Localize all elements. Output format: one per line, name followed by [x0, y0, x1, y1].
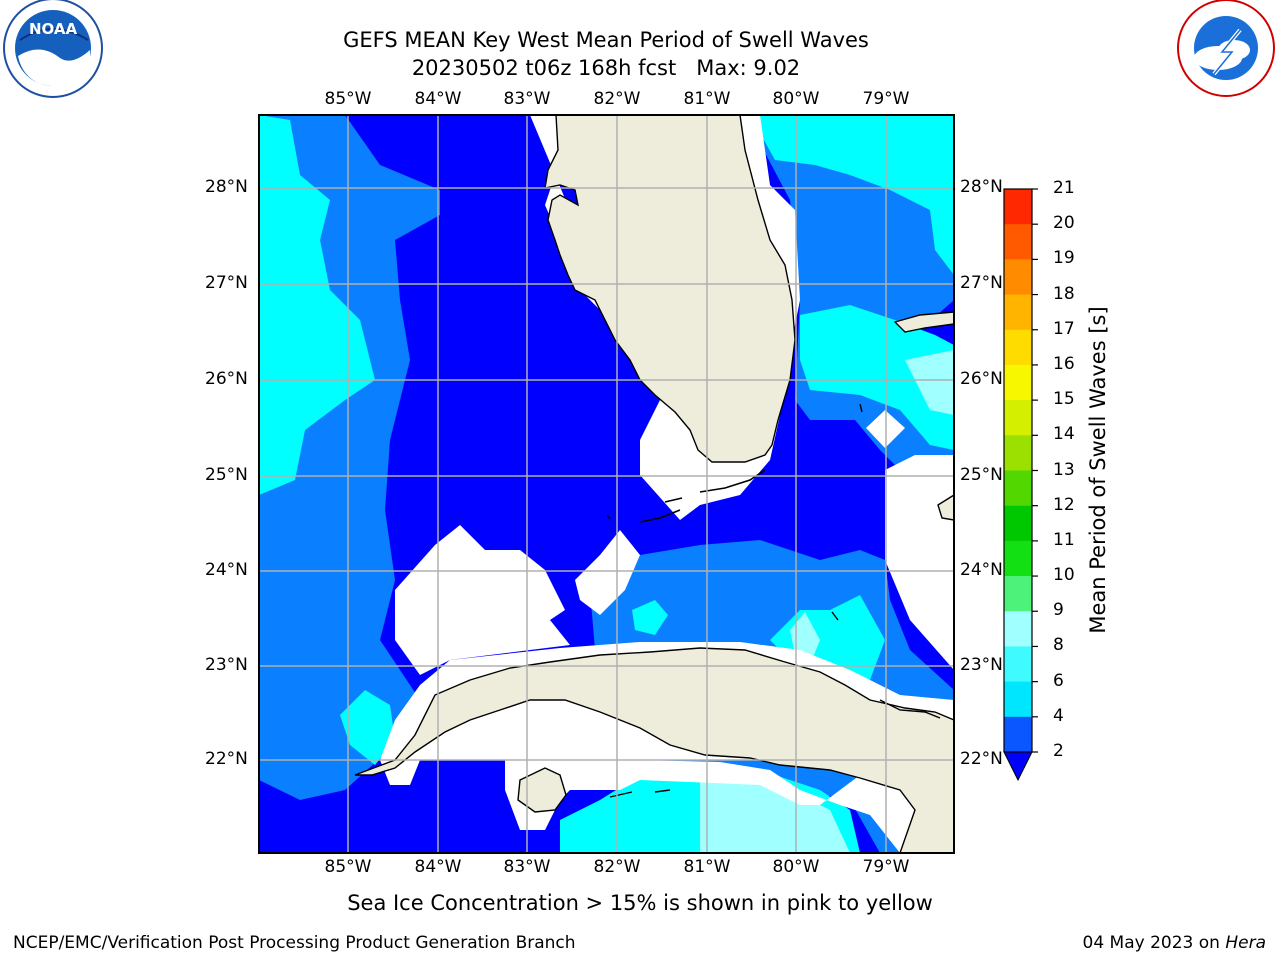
masked-bahamas: [885, 455, 954, 670]
band-6-8-east: [750, 115, 954, 275]
colorbar: [1003, 188, 1038, 782]
colorbar-segment: [1004, 611, 1032, 647]
colorbar-segment: [1004, 470, 1032, 507]
land-isla-juventud: [517, 767, 567, 813]
footer-date: 04 May 2023 on Hera: [1083, 933, 1267, 953]
band-8-9-south: [700, 775, 850, 853]
colorbar-tick-label: 12: [1053, 494, 1075, 515]
colorbar-segment: [1004, 329, 1032, 366]
colorbar-tick-label: 6: [1053, 670, 1064, 691]
map-frame: [258, 114, 955, 854]
lon-label-bottom: 79°W: [862, 857, 910, 877]
lat-label-left: 26°N: [205, 369, 248, 389]
lat-label-left: 22°N: [205, 749, 248, 769]
colorbar-segment: [1004, 400, 1032, 436]
chart-subtitle: 20230502 t06z 168h fcst Max: 9.02: [411, 56, 801, 80]
lat-label-left: 23°N: [205, 655, 248, 675]
colorbar-extend-arrow: [1003, 751, 1033, 782]
lat-label-left: 28°N: [205, 177, 248, 197]
colorbar-segment: [1004, 224, 1032, 260]
colorbar-tick-label: 20: [1053, 213, 1075, 234]
lon-label-bottom: 84°W: [414, 857, 462, 877]
band-6-8-spot: [632, 600, 668, 635]
lon-label-top: 79°W: [862, 89, 910, 109]
colorbar-segment: [1004, 435, 1032, 471]
colorbar-segment: [1004, 716, 1032, 753]
lat-label-right: 26°N: [960, 369, 1003, 389]
lon-label-top: 82°W: [593, 89, 641, 109]
colorbar-tick-label: 18: [1053, 283, 1075, 304]
lon-label-bottom: 80°W: [772, 857, 820, 877]
lat-label-right: 23°N: [960, 655, 1003, 675]
colorbar-tick-label: 11: [1053, 529, 1075, 550]
lon-label-bottom: 81°W: [683, 857, 731, 877]
lon-label-bottom: 85°W: [324, 857, 372, 877]
masked-south: [575, 530, 640, 615]
lon-label-top: 83°W: [503, 89, 551, 109]
lat-label-right: 25°N: [960, 465, 1003, 485]
colorbar-segment: [1004, 189, 1032, 225]
colorbar-tick-label: 4: [1053, 705, 1064, 726]
colorbar-tick-label: 13: [1053, 459, 1075, 480]
colorbar-tick-label: 19: [1053, 248, 1075, 269]
colorbar-tick-label: 17: [1053, 318, 1075, 339]
colorbar-tick-label: 10: [1053, 565, 1075, 586]
band-6-8-west: [259, 115, 375, 495]
chart-title: GEFS MEAN Key West Mean Period of Swell …: [343, 28, 869, 52]
lon-label-bottom: 82°W: [593, 857, 641, 877]
colorbar-tick-label: 14: [1053, 424, 1075, 445]
colorbar-segment: [1004, 294, 1032, 331]
colorbar-tick-label: 16: [1053, 353, 1075, 374]
colorbar-title: Mean Period of Swell Waves [s]: [1086, 306, 1110, 634]
colorbar-tick-label: 8: [1053, 635, 1064, 656]
lat-label-right: 28°N: [960, 177, 1003, 197]
lon-label-top: 84°W: [414, 89, 462, 109]
footer-credit: NCEP/EMC/Verification Post Processing Pr…: [13, 933, 576, 953]
band-6-8-sw: [340, 690, 395, 765]
lon-label-bottom: 83°W: [503, 857, 551, 877]
land-cuba: [354, 647, 954, 853]
lat-label-right: 24°N: [960, 560, 1003, 580]
map-grid: [259, 115, 954, 853]
bahamas-islets: [606, 403, 941, 798]
lat-label-right: 22°N: [960, 749, 1003, 769]
colorbar-tick-label: 2: [1053, 741, 1064, 761]
colorbar-segment: [1004, 681, 1032, 718]
colorbar-segment: [1004, 540, 1032, 577]
colorbar-segment: [1004, 646, 1032, 683]
colorbar-tick-label: 15: [1053, 389, 1075, 410]
land-bahamas: [893, 311, 954, 521]
sea-ice-note: Sea Ice Concentration > 15% is shown in …: [347, 891, 933, 915]
lat-label-left: 25°N: [205, 465, 248, 485]
lat-label-right: 27°N: [960, 273, 1003, 293]
lat-label-left: 24°N: [205, 560, 248, 580]
lon-label-top: 81°W: [683, 89, 731, 109]
colorbar-segment: [1004, 576, 1032, 612]
lon-label-top: 85°W: [324, 89, 372, 109]
footer-date-text: 04 May 2023 on: [1082, 933, 1220, 953]
band-8-9-east: [905, 350, 954, 415]
footer-host: Hera: [1225, 933, 1266, 953]
florida-keys: [639, 469, 766, 523]
colorbar-segment: [1004, 505, 1032, 542]
colorbar-tick-label: 21: [1053, 178, 1075, 198]
colorbar-segment: [1004, 364, 1032, 401]
lat-label-left: 27°N: [205, 273, 248, 293]
lon-label-top: 80°W: [772, 89, 820, 109]
band-6-8-east2: [800, 305, 954, 450]
colorbar-tick-label: 9: [1053, 600, 1064, 621]
colorbar-segment: [1004, 259, 1032, 296]
